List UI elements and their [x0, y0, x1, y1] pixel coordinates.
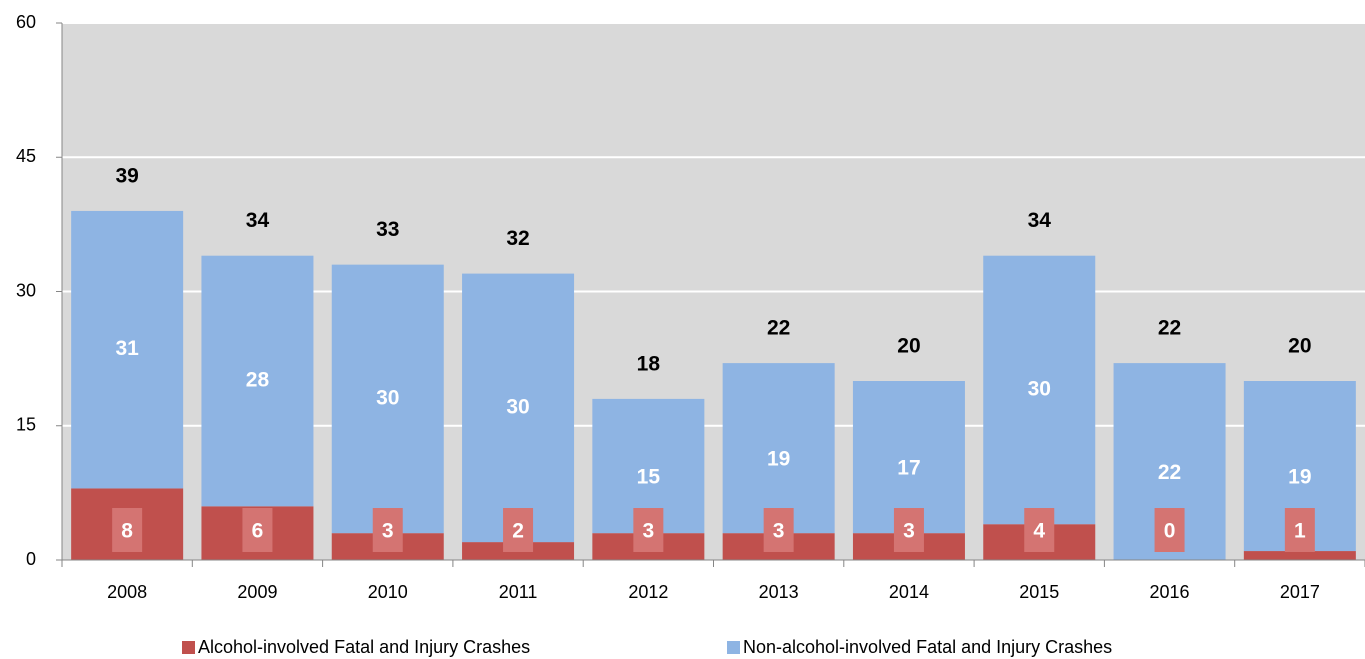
value-label: 17 — [897, 457, 920, 480]
value-label: 19 — [767, 448, 790, 471]
y-tick-label: 45 — [16, 146, 36, 166]
value-label: 19 — [1288, 466, 1311, 489]
value-label: 8 — [121, 520, 133, 543]
value-label: 4 — [1033, 520, 1045, 543]
x-tick-label: 2015 — [1019, 582, 1059, 602]
legend-label: Non-alcohol-involved Fatal and Injury Cr… — [743, 637, 1112, 657]
total-label: 22 — [767, 317, 790, 340]
total-label: 39 — [115, 164, 138, 187]
legend-label: Alcohol-involved Fatal and Injury Crashe… — [198, 637, 530, 657]
total-label: 20 — [897, 335, 920, 358]
value-label: 3 — [382, 520, 394, 543]
label-box — [1154, 508, 1185, 552]
value-label: 3 — [643, 520, 655, 543]
value-label: 3 — [903, 520, 915, 543]
bar-segment — [201, 255, 314, 507]
bar-segment — [722, 363, 835, 534]
total-label: 32 — [506, 227, 529, 250]
value-label: 15 — [637, 466, 661, 489]
label-box — [1024, 508, 1055, 552]
value-label: 30 — [506, 395, 529, 418]
y-tick-label: 0 — [26, 549, 36, 569]
bar-segment — [331, 264, 444, 534]
value-label: 22 — [1158, 461, 1181, 484]
bar-segment — [1243, 551, 1356, 560]
x-tick-label: 2016 — [1150, 582, 1190, 602]
total-label: 22 — [1158, 317, 1181, 340]
value-label: 30 — [1028, 377, 1051, 400]
x-tick-label: 2010 — [368, 582, 408, 602]
value-label: 0 — [1164, 520, 1176, 543]
x-tick-label: 2008 — [107, 582, 147, 602]
x-tick-label: 2017 — [1280, 582, 1320, 602]
label-box — [893, 508, 924, 552]
x-tick-label: 2011 — [499, 582, 538, 602]
y-tick-label: 15 — [16, 415, 36, 435]
bar-segment — [462, 273, 575, 543]
label-box — [242, 508, 273, 552]
y-tick-label: 60 — [16, 12, 36, 32]
label-box — [372, 508, 403, 552]
value-label: 30 — [376, 386, 399, 409]
label-box — [633, 508, 664, 552]
y-tick-label: 30 — [16, 280, 36, 300]
legend-swatch — [182, 641, 195, 654]
total-label: 18 — [637, 352, 661, 375]
label-box — [1284, 508, 1315, 552]
label-box — [503, 508, 534, 552]
total-label: 20 — [1288, 335, 1311, 358]
x-tick-label: 2013 — [759, 582, 799, 602]
bar-segment — [852, 381, 965, 534]
bar-segment — [983, 255, 1096, 525]
x-tick-label: 2012 — [628, 582, 668, 602]
x-tick-label: 2009 — [237, 582, 277, 602]
value-label: 31 — [115, 337, 139, 360]
value-label: 2 — [512, 520, 524, 543]
total-label: 33 — [376, 218, 399, 241]
legend-swatch — [727, 641, 740, 654]
value-label: 3 — [773, 520, 785, 543]
value-label: 6 — [252, 520, 264, 543]
value-label: 28 — [246, 369, 270, 392]
value-label: 1 — [1294, 520, 1306, 543]
label-box — [763, 508, 794, 552]
label-box — [112, 508, 143, 552]
x-tick-label: 2014 — [889, 582, 929, 602]
total-label: 34 — [246, 209, 270, 232]
bar-segment — [71, 210, 184, 489]
total-label: 34 — [1028, 209, 1052, 232]
